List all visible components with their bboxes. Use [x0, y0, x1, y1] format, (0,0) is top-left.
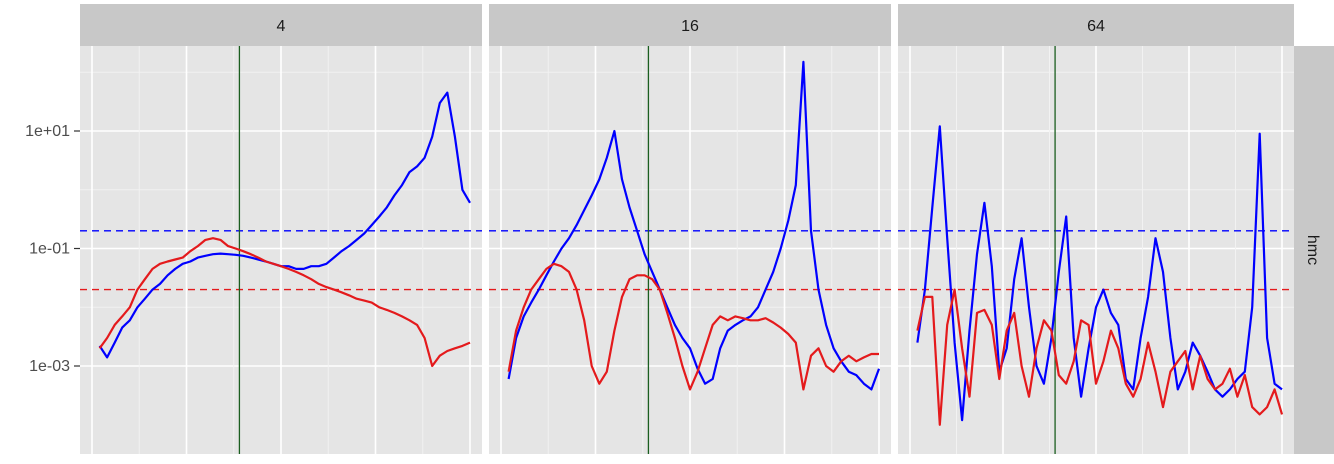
panel-strip-background — [80, 4, 482, 46]
row-strip: hmc — [1294, 46, 1334, 454]
series-line-blue — [916, 125, 1283, 422]
panel-16: 16 — [489, 4, 891, 454]
series-line-red — [507, 262, 879, 391]
series-line-red — [98, 237, 471, 368]
series-line-blue — [507, 60, 881, 391]
panel-strip-background — [898, 4, 1294, 46]
row-strip-background — [1294, 46, 1334, 454]
y-tick-label-1: 1e-01 — [29, 241, 70, 258]
panel-strip-label: 4 — [277, 18, 286, 35]
panel-64: 64 — [898, 4, 1294, 454]
y-tick-label-0: 1e+01 — [25, 123, 70, 140]
series-line-blue — [98, 91, 471, 359]
panel-strip-label: 64 — [1087, 18, 1105, 35]
panel-strip-label: 16 — [681, 18, 699, 35]
panel-strip-background — [489, 4, 891, 46]
y-axis: 1e+01 1e-01 1e-03 — [25, 123, 80, 375]
y-tick-label-2: 1e-03 — [29, 358, 70, 375]
panel-4: 4 — [80, 4, 482, 454]
row-strip-label: hmc — [1304, 235, 1321, 265]
series-line-red — [916, 288, 1284, 426]
